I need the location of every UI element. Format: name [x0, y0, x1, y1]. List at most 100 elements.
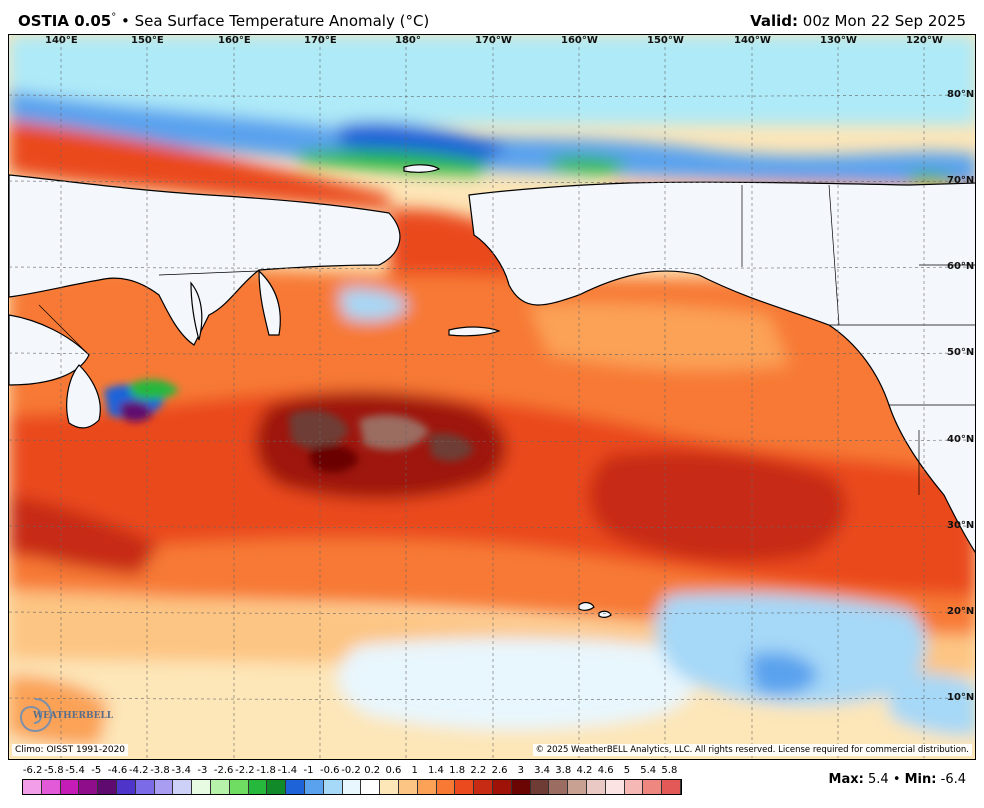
- legend-tick-label: 3: [517, 765, 524, 776]
- legend-swatch: [511, 780, 531, 794]
- map-title: OSTIA 0.05° • Sea Surface Temperature An…: [18, 12, 429, 30]
- lon-label: 130°W: [820, 35, 857, 46]
- legend-tick-label: -4.6: [107, 765, 128, 776]
- legend-swatch: [23, 780, 42, 794]
- sakhalin-island: [190, 281, 203, 341]
- legend-swatch: [530, 780, 550, 794]
- product-name: OSTIA 0.05: [18, 12, 112, 30]
- legend-swatch: [79, 780, 99, 794]
- legend-swatch: [286, 780, 305, 794]
- legend-swatch: [304, 780, 324, 794]
- legend-swatch: [549, 780, 569, 794]
- border-line: [158, 270, 260, 276]
- valid-value: 00z Mon 22 Sep 2025: [802, 12, 966, 30]
- legend-tick-label: -6.2: [22, 765, 43, 776]
- weatherbell-logo: WEATHERBELL: [15, 695, 114, 737]
- legend-swatch: [116, 780, 136, 794]
- legend-swatch: [248, 780, 268, 794]
- legend-tick-label: -1.8: [256, 765, 276, 776]
- lat-label: 40°N: [947, 434, 975, 445]
- legend-swatch: [417, 780, 437, 794]
- border-line: [828, 184, 840, 326]
- legend-tick-label: -3.4: [171, 765, 191, 776]
- lon-label: 160°W: [561, 35, 598, 46]
- anomaly-extremes: [104, 379, 474, 473]
- legend-tick-label: 5: [623, 765, 631, 776]
- legend-swatch: [643, 780, 663, 794]
- legend-tick-label: -5.4: [65, 765, 85, 776]
- lat-line: [9, 352, 975, 355]
- legend-tick-label: -3.8: [150, 765, 170, 776]
- legend-tick-label: -4.2: [128, 765, 149, 776]
- japan-islands: [66, 364, 101, 429]
- lat-label: 70°N: [947, 175, 975, 186]
- legend-swatch: [98, 780, 117, 794]
- legend-tick-label: -0.2: [341, 765, 361, 776]
- legend-swatch: [60, 780, 80, 794]
- legend-tick-label: 1.4: [427, 765, 444, 776]
- lon-label: 160°E: [218, 35, 251, 46]
- lat-label: 10°N: [947, 692, 975, 703]
- sst-anomaly-map: 140°E 150°E 160°E 170°E 180° 170°W 160°W…: [8, 34, 976, 760]
- map-canvas: [9, 35, 975, 759]
- anomaly-field: [9, 35, 975, 759]
- legend-tick-label: -3: [197, 765, 208, 776]
- legend-swatch: [455, 780, 475, 794]
- legend-swatch: [624, 780, 644, 794]
- min-value: -6.4: [940, 772, 966, 787]
- lon-label: 180°: [395, 35, 421, 46]
- legend-tick-label: -0.6: [320, 765, 340, 776]
- title-bar: OSTIA 0.05° • Sea Surface Temperature An…: [0, 0, 984, 34]
- legend-swatch: [474, 780, 493, 794]
- legend-swatch: [135, 780, 155, 794]
- legend-tick-label: 1: [411, 765, 418, 776]
- legend-tick-label: -1.4: [277, 765, 298, 776]
- legend-tick-label: 4.6: [597, 765, 614, 776]
- legend-tick-label: -2.6: [213, 765, 234, 776]
- legend-swatch: [662, 780, 681, 794]
- legend-labels: -6.2 -5.8 -5.4 -5 -4.6 -4.2 -3.8 -3.4 -3 -2.6 -2.2…: [22, 765, 702, 779]
- graticule: [9, 35, 975, 759]
- climo-note: Climo: OISST 1991-2020: [12, 744, 129, 756]
- max-label: Max:: [828, 772, 864, 787]
- logo-text: WEATHERBELL: [33, 711, 114, 721]
- legend-tick-label: 2.6: [491, 765, 508, 776]
- legend-tick-label: 2.2: [470, 765, 487, 776]
- hawaii-island: [578, 601, 595, 611]
- legend-tick-label: 5.4: [640, 765, 657, 776]
- lon-label: 150°W: [647, 35, 684, 46]
- borders: [38, 184, 975, 495]
- valid-label: Valid:: [750, 12, 799, 30]
- legend-swatch: [192, 780, 211, 794]
- lon-label: 140°W: [734, 35, 771, 46]
- legend-color-bar: [22, 779, 682, 795]
- legend-tick-label: 1.8: [449, 765, 466, 776]
- legend-swatch: [380, 780, 399, 794]
- legend-swatch: [210, 780, 230, 794]
- valid-time: Valid: 00z Mon 22 Sep 2025: [750, 12, 966, 30]
- legend-swatch: [173, 780, 193, 794]
- lon-label: 150°E: [131, 35, 164, 46]
- max-value: 5.4: [867, 772, 889, 787]
- legend-tick-label: 3.4: [534, 765, 550, 776]
- lat-label: 20°N: [947, 606, 975, 617]
- legend-tick-label: 3.8: [555, 765, 572, 776]
- legend-tick-label: -5: [91, 765, 102, 776]
- lat-label: 30°N: [947, 520, 975, 531]
- lat-label: 50°N: [947, 347, 975, 358]
- min-label: Min:: [904, 772, 937, 787]
- legend-tick-label: -2.2: [235, 765, 255, 776]
- legend-swatch: [267, 780, 287, 794]
- max-min-stats: Max: 5.4 • Min: -6.4: [829, 772, 966, 787]
- lat-line: [9, 439, 975, 442]
- lat-line: [9, 266, 975, 269]
- legend-tick-label: 0.6: [385, 765, 402, 776]
- wrangel-island: [403, 164, 441, 173]
- lat-label: 80°N: [947, 89, 975, 100]
- legend-swatch: [361, 780, 381, 794]
- lon-label: 140°E: [45, 35, 78, 46]
- lat-line: [9, 697, 975, 700]
- legend-swatch: [229, 780, 249, 794]
- lon-label: 170°E: [304, 35, 337, 46]
- copyright-note: © 2025 WeatherBELL Analytics, LLC. All r…: [532, 744, 972, 756]
